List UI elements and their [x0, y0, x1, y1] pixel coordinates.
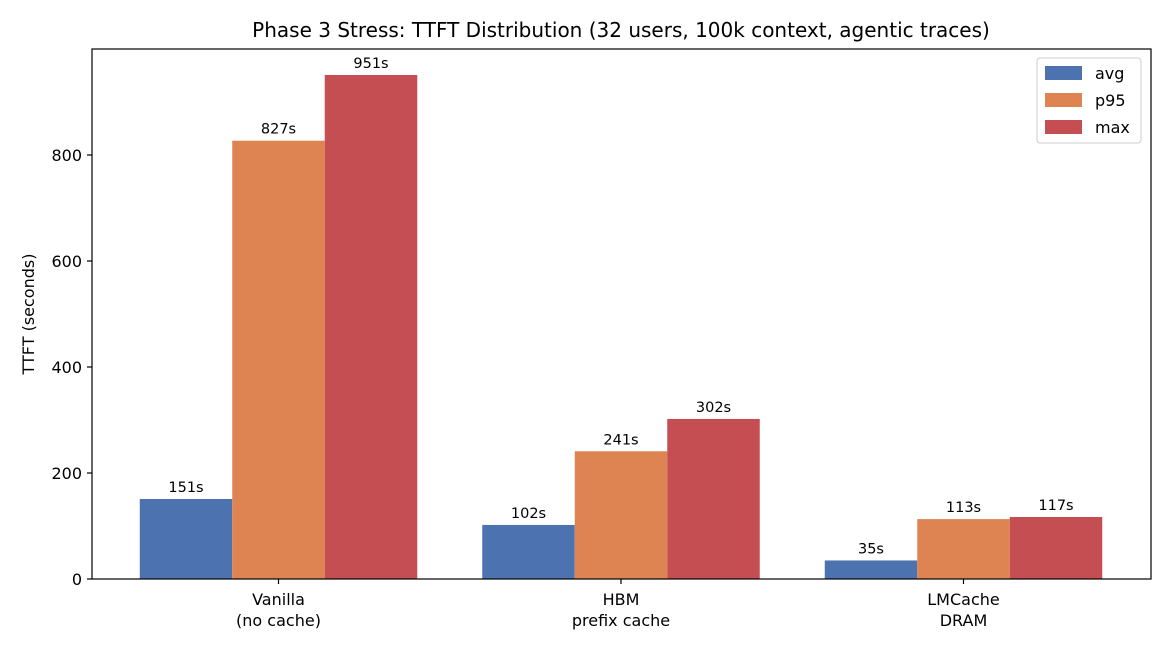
bar-label-p95-2: 113s [946, 500, 981, 516]
legend-label-avg: avg [1095, 64, 1124, 83]
x-ticks-layer: Vanilla (no cache) HBM prefix cache LMCache D… [236, 579, 1000, 630]
bar-label-avg-0: 151s [168, 480, 203, 496]
bar-p95-2 [917, 519, 1010, 579]
x-tick-label: HBM prefix cache [572, 590, 670, 630]
legend-swatch-avg [1045, 66, 1082, 80]
bars-layer [139, 74, 1103, 579]
y-ticks-layer: 0 200 400 600 800 [51, 146, 92, 589]
legend-label-p95: p95 [1095, 91, 1126, 110]
bar-max-1 [667, 418, 760, 579]
chart-title: Phase 3 Stress: TTFT Distribution (32 us… [252, 18, 990, 42]
y-tick-label: 0 [72, 570, 82, 589]
legend: avg p95 max [1036, 57, 1142, 144]
bar-p95-0 [232, 140, 325, 579]
bar-p95-1 [574, 451, 668, 579]
bar-label-p95-1: 241s [603, 432, 638, 448]
legend-swatch-p95 [1045, 93, 1082, 107]
x-tick-label: Vanilla (no cache) [236, 590, 321, 630]
bar-avg-2 [824, 560, 918, 579]
y-tick-label: 800 [51, 146, 82, 165]
bar-max-0 [324, 74, 418, 579]
bar-label-avg-2: 35s [858, 541, 884, 557]
bar-label-avg-1: 102s [511, 506, 546, 522]
bar-labels-layer: 151s 102s 35s 827s 241s 113s 951s 302s 117s [168, 56, 1073, 557]
legend-label-max: max [1095, 118, 1130, 137]
legend-swatch-max [1045, 120, 1082, 134]
x-tick-label: LMCache DRAM [927, 590, 999, 630]
bar-label-max-1: 302s [696, 400, 731, 416]
y-tick-label: 400 [51, 358, 82, 377]
bar-avg-1 [482, 524, 575, 579]
bar-max-2 [1009, 516, 1103, 579]
y-tick-label: 200 [51, 464, 82, 483]
y-tick-label: 600 [51, 252, 82, 271]
bar-avg-0 [139, 498, 233, 579]
plot-frame [91, 48, 1152, 580]
y-axis-label: TTFT (seconds) [19, 254, 38, 376]
bar-label-max-0: 951s [353, 56, 388, 72]
bar-label-p95-0: 827s [261, 122, 296, 138]
bar-label-max-2: 117s [1038, 498, 1073, 514]
